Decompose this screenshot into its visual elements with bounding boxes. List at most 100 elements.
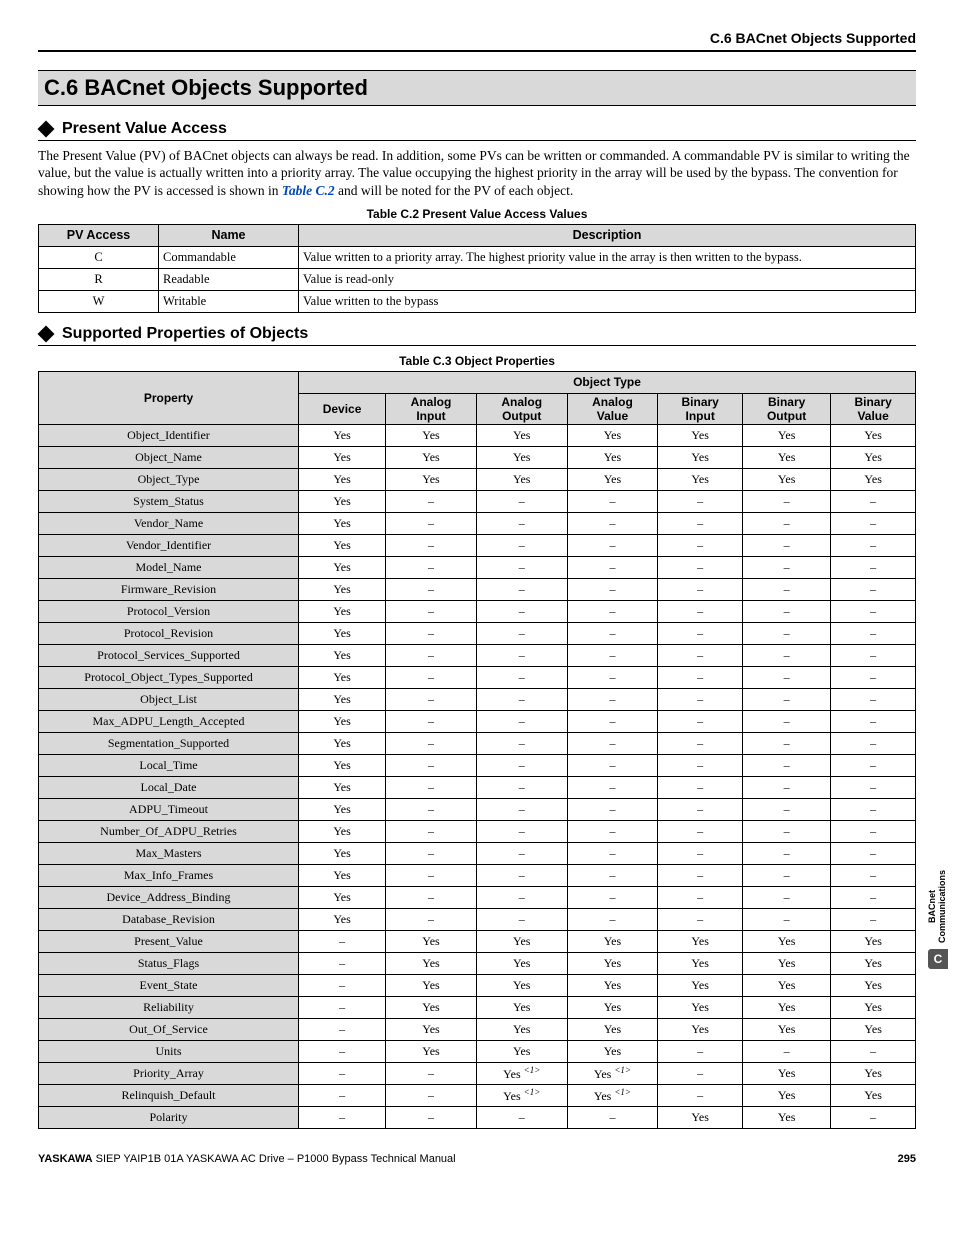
- cell: –: [658, 512, 743, 534]
- property-cell: Object_List: [39, 688, 299, 710]
- cell: –: [567, 842, 658, 864]
- cell: –: [743, 864, 831, 886]
- cell: –: [743, 534, 831, 556]
- property-cell: Number_Of_ADPU_Retries: [39, 820, 299, 842]
- cell: –: [476, 820, 567, 842]
- cell: –: [476, 864, 567, 886]
- cell: –: [831, 644, 916, 666]
- property-cell: Object_Type: [39, 468, 299, 490]
- cell: –: [658, 754, 743, 776]
- cell: Value written to the bypass: [299, 290, 916, 312]
- cell: –: [743, 512, 831, 534]
- cell: –: [476, 622, 567, 644]
- cell: Yes: [567, 930, 658, 952]
- table-row: Object_IdentifierYesYesYesYesYesYesYes: [39, 424, 916, 446]
- cell: Yes: [658, 996, 743, 1018]
- cell: Yes: [386, 468, 477, 490]
- cell: –: [658, 842, 743, 864]
- cell: –: [476, 490, 567, 512]
- cell: Yes: [299, 644, 386, 666]
- th-col: AnalogOutput: [476, 393, 567, 424]
- cell: –: [386, 490, 477, 512]
- cell: –: [658, 534, 743, 556]
- cell: –: [743, 622, 831, 644]
- cell: –: [658, 1040, 743, 1062]
- cell: Yes: [743, 974, 831, 996]
- cell: –: [743, 820, 831, 842]
- table-row: Object_TypeYesYesYesYesYesYesYes: [39, 468, 916, 490]
- cell: Yes: [299, 886, 386, 908]
- cell: –: [567, 754, 658, 776]
- cell: Yes: [831, 1062, 916, 1084]
- cell: –: [831, 820, 916, 842]
- cell: Yes: [386, 1018, 477, 1040]
- property-cell: Max_Masters: [39, 842, 299, 864]
- th-col: Device: [299, 393, 386, 424]
- cell: –: [386, 512, 477, 534]
- cell: Yes <1>: [476, 1062, 567, 1084]
- th-col: BinaryValue: [831, 393, 916, 424]
- cell: –: [831, 908, 916, 930]
- property-cell: Firmware_Revision: [39, 578, 299, 600]
- cell: –: [386, 820, 477, 842]
- property-cell: Object_Identifier: [39, 424, 299, 446]
- cell: –: [476, 798, 567, 820]
- cell: Readable: [159, 268, 299, 290]
- cell: Yes: [299, 688, 386, 710]
- cell: –: [743, 688, 831, 710]
- cell: –: [658, 886, 743, 908]
- property-cell: Max_ADPU_Length_Accepted: [39, 710, 299, 732]
- cell: –: [476, 600, 567, 622]
- cell: –: [567, 1106, 658, 1128]
- section-title: C.6 BACnet Objects Supported: [38, 70, 916, 106]
- table-row: Out_Of_Service–YesYesYesYesYesYes: [39, 1018, 916, 1040]
- cell: Yes: [658, 974, 743, 996]
- table-c2-link[interactable]: Table C.2: [282, 183, 335, 198]
- cell: –: [567, 644, 658, 666]
- table-row: Model_NameYes––––––: [39, 556, 916, 578]
- intro-paragraph: The Present Value (PV) of BACnet objects…: [38, 147, 916, 199]
- property-cell: Out_Of_Service: [39, 1018, 299, 1040]
- cell: –: [567, 622, 658, 644]
- cell: –: [386, 798, 477, 820]
- property-cell: Vendor_Identifier: [39, 534, 299, 556]
- property-cell: Priority_Array: [39, 1062, 299, 1084]
- cell: Yes: [299, 798, 386, 820]
- cell: Yes <1>: [476, 1084, 567, 1106]
- cell: Yes: [743, 952, 831, 974]
- cell: –: [299, 1062, 386, 1084]
- diamond-icon: [38, 121, 55, 138]
- cell: Yes: [831, 424, 916, 446]
- cell: –: [658, 644, 743, 666]
- cell: –: [658, 1062, 743, 1084]
- table-row: Status_Flags–YesYesYesYesYesYes: [39, 952, 916, 974]
- table-row: Protocol_Object_Types_SupportedYes––––––: [39, 666, 916, 688]
- cell: –: [658, 732, 743, 754]
- cell: Yes: [386, 424, 477, 446]
- cell: –: [386, 1084, 477, 1106]
- cell: –: [299, 1018, 386, 1040]
- cell: Yes: [658, 1018, 743, 1040]
- cell: Yes: [567, 996, 658, 1018]
- cell: –: [476, 644, 567, 666]
- cell: –: [567, 688, 658, 710]
- cell: Yes: [299, 666, 386, 688]
- cell: –: [476, 886, 567, 908]
- cell: Yes: [658, 424, 743, 446]
- table-row: Object_ListYes––––––: [39, 688, 916, 710]
- property-cell: Local_Date: [39, 776, 299, 798]
- cell: –: [476, 578, 567, 600]
- table-c2: PV Access Name Description CCommandableV…: [38, 224, 916, 313]
- th-property: Property: [39, 371, 299, 424]
- cell: –: [386, 1062, 477, 1084]
- cell: –: [567, 732, 658, 754]
- cell: –: [567, 798, 658, 820]
- property-cell: Protocol_Services_Supported: [39, 644, 299, 666]
- property-cell: Protocol_Revision: [39, 622, 299, 644]
- cell: R: [39, 268, 159, 290]
- cell: –: [831, 798, 916, 820]
- table-row: Local_TimeYes––––––: [39, 754, 916, 776]
- table-row: Database_RevisionYes––––––: [39, 908, 916, 930]
- cell: Yes: [567, 1018, 658, 1040]
- footer-left: YASKAWA SIEP YAIP1B 01A YASKAWA AC Drive…: [38, 1153, 456, 1165]
